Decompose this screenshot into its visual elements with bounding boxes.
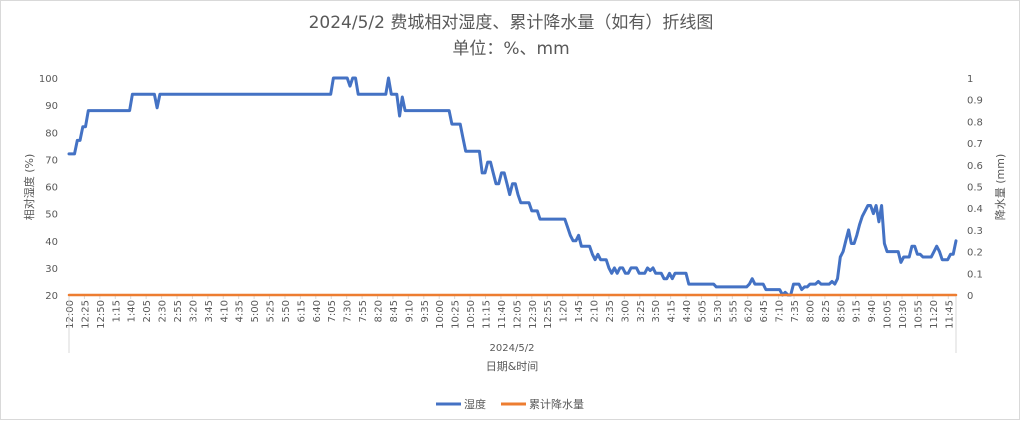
x-tick-label: 2:30 <box>158 300 169 322</box>
x-tick-label: 6:45 <box>759 300 770 322</box>
x-tick-label: 3:25 <box>636 300 647 322</box>
x-tick-label: 7:55 <box>358 300 369 322</box>
x-tick-label: 1:40 <box>127 300 138 322</box>
x-tick-label: 10:25 <box>451 300 462 329</box>
x-tick-label: 12:25 <box>80 300 91 329</box>
x-tick-label: 12:55 <box>543 300 554 329</box>
chart-subtitle: 单位：%、mm <box>452 39 569 59</box>
x-tick-label: 9:35 <box>420 300 431 322</box>
right-tick-label: 0.1 <box>967 269 983 280</box>
legend: 湿度 累计降水量 <box>436 397 584 411</box>
x-tick-label: 6:40 <box>312 300 323 322</box>
x-tick-label: 10:30 <box>898 300 909 329</box>
x-tick-label: 11:45 <box>944 300 955 329</box>
chart-title: 2024/5/2 费城相对湿度、累计降水量（如有）折线图 <box>309 13 714 33</box>
left-tick-label: 90 <box>45 101 58 112</box>
right-tick-label: 0.4 <box>967 204 983 215</box>
x-tick-label: 3:50 <box>651 300 662 322</box>
x-tick-label: 3:45 <box>204 300 215 322</box>
x-tick-label: 9:10 <box>404 300 415 322</box>
x-tick-label: 7:30 <box>343 300 354 322</box>
x-tick-label: 5:25 <box>266 300 277 322</box>
x-tick-label: 5:55 <box>728 300 739 322</box>
x-tick-label: 1:15 <box>111 300 122 322</box>
right-tick-label: 0.3 <box>967 226 983 237</box>
x-axis-title: 日期&时间 <box>486 360 539 373</box>
x-tick-label: 10:05 <box>883 300 894 329</box>
legend-label-precipitation: 累计降水量 <box>529 397 584 411</box>
x-tick-label: 10:00 <box>435 300 446 329</box>
x-tick-label: 10:55 <box>913 300 924 329</box>
left-tick-label: 100 <box>39 74 58 85</box>
x-tick-label: 7:05 <box>327 300 338 322</box>
right-tick-label: 0 <box>967 291 973 302</box>
x-tick-label: 11:15 <box>482 300 493 329</box>
right-tick-label: 0.9 <box>967 96 983 107</box>
x-tick-label: 3:00 <box>620 300 631 322</box>
x-tick-label: 1:45 <box>574 300 585 322</box>
x-tick-label: 5:00 <box>250 300 261 322</box>
x-tick-label: 2:55 <box>173 300 184 322</box>
right-tick-label: 0.6 <box>967 161 983 172</box>
x-tick-label: 12:30 <box>528 300 539 329</box>
x-tick-label: 4:15 <box>667 300 678 322</box>
right-tick-label: 0.7 <box>967 139 983 150</box>
left-tick-label: 50 <box>45 210 58 221</box>
x-tick-label: 8:45 <box>389 300 400 322</box>
left-tick-label: 20 <box>45 291 58 302</box>
x-tick-label: 8:50 <box>836 300 847 322</box>
x-tick-label: 4:35 <box>235 300 246 322</box>
x-tick-label: 5:30 <box>713 300 724 322</box>
x-axis-date-label: 2024/5/2 <box>490 343 535 354</box>
left-tick-label: 60 <box>45 183 58 194</box>
x-axis-ticks: 12:00 12:25 12:50 1:15 1:40 2:05 2:30 2:55 3:20 3… <box>65 300 955 329</box>
x-tick-label: 11:40 <box>497 300 508 329</box>
x-tick-label: 7:35 <box>790 300 801 322</box>
right-axis-ticks: 0 0.1 0.2 0.3 0.4 0.5 0.6 0.7 0.8 0.9 1 <box>967 74 983 302</box>
x-tick-label: 8:25 <box>821 300 832 322</box>
right-axis-title: 降水量 (mm) <box>993 154 1007 221</box>
x-tick-label: 5:50 <box>281 300 292 322</box>
right-tick-label: 0.8 <box>967 117 983 128</box>
x-tick-label: 8:20 <box>374 300 385 322</box>
right-tick-label: 1 <box>967 74 973 85</box>
x-tick-label: 9:15 <box>852 300 863 322</box>
series-line-humidity <box>67 76 958 297</box>
left-tick-label: 40 <box>45 237 58 248</box>
x-tick-label: 2:05 <box>142 300 153 322</box>
x-tick-label: 2:35 <box>605 300 616 322</box>
series-layer <box>67 76 958 297</box>
left-tick-label: 80 <box>45 128 58 139</box>
x-tick-label: 12:50 <box>96 300 107 329</box>
left-axis-title: 相对湿度 (%) <box>22 154 36 221</box>
right-tick-label: 0.5 <box>967 183 983 194</box>
right-tick-label: 0.2 <box>967 248 983 259</box>
left-tick-label: 30 <box>45 264 58 275</box>
x-tick-label: 4:10 <box>219 300 230 322</box>
x-tick-label: 7:10 <box>775 300 786 322</box>
x-tick-label: 11:20 <box>929 300 940 329</box>
x-tick-label: 5:05 <box>697 300 708 322</box>
x-tick-label: 3:20 <box>188 300 199 322</box>
x-tick-label: 12:00 <box>65 300 76 329</box>
x-tick-label: 10:50 <box>466 300 477 329</box>
left-tick-label: 70 <box>45 155 58 166</box>
x-tick-label: 12:05 <box>512 300 523 329</box>
x-tick-label: 2:10 <box>589 300 600 322</box>
x-tick-label: 8:00 <box>805 300 816 322</box>
legend-label-humidity: 湿度 <box>464 397 486 411</box>
x-tick-label: 4:40 <box>682 300 693 322</box>
left-axis-ticks: 20 30 40 50 60 70 80 90 100 <box>39 74 58 302</box>
x-tick-label: 6:20 <box>744 300 755 322</box>
x-tick-label: 6:15 <box>296 300 307 322</box>
x-tick-label: 1:20 <box>559 300 570 322</box>
x-tick-label: 9:40 <box>867 300 878 322</box>
